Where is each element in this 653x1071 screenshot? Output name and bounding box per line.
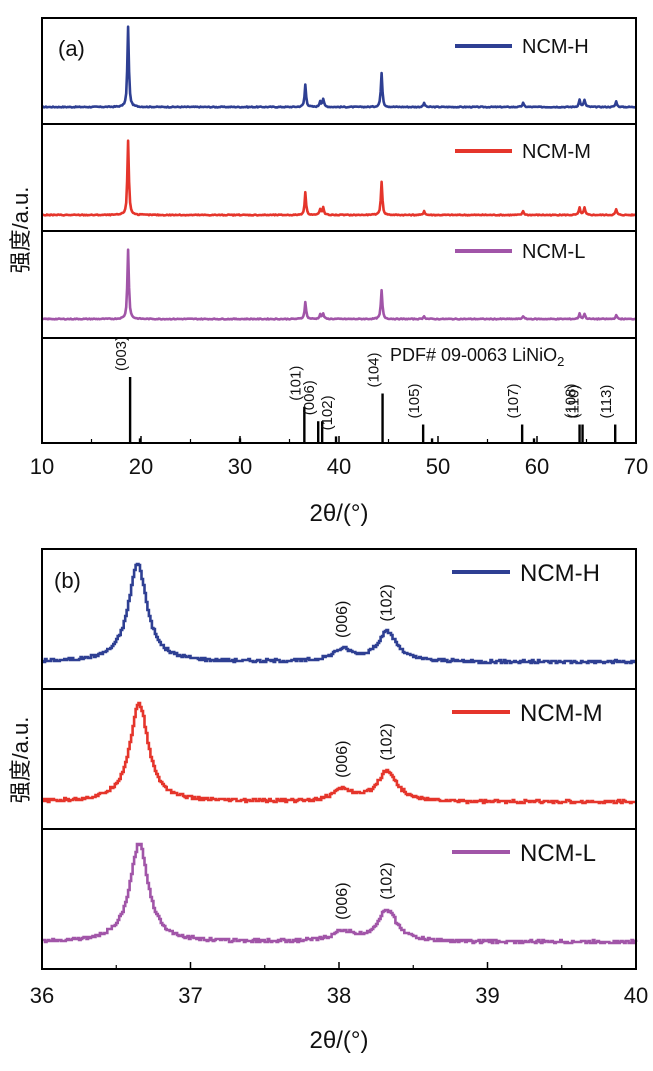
x-tick-label-b: 37 [178,983,202,1008]
series-line-a-ncm-l [41,248,637,321]
x-tick-label-b: 36 [30,983,54,1008]
x-tick-label-b: 39 [475,983,499,1008]
legend-label-b-ncm-m: NCM-M [520,700,603,727]
x-tick-label-a: 20 [129,454,153,479]
peak-hkl-label: (102) [379,723,396,760]
peak-hkl-label: (006) [334,882,351,919]
series-line-a-ncm-h [41,25,637,109]
reference-title-subscript: 2 [557,354,564,369]
peak-hkl-label: (102) [379,584,396,621]
x-tick-label-a: 10 [30,454,54,479]
reference-hkl-label: (104) [366,352,383,387]
reference-hkl-label: (110) [566,385,583,419]
reference-hkl-label: (101) [287,366,304,401]
reference-hkl-label: (006) [301,380,318,415]
y-axis-title-a: 强度/a.u. [8,187,33,274]
reference-title-main: PDF# 09-0063 LiNiO [390,345,557,365]
reference-title: PDF# 09-0063 LiNiO2 [390,345,564,369]
legend-label-a-ncm-m: NCM-M [522,141,591,163]
legend-label-b-ncm-h: NCM-H [520,560,600,587]
x-axis-title-a: 2θ/(°) [310,500,369,527]
series-line-b-ncm-h [42,562,636,665]
panel-a-label: (a) [58,36,85,61]
x-tick-label-b: 40 [624,983,648,1008]
peak-hkl-label: (102) [379,862,396,899]
legend-label-b-ncm-l: NCM-L [520,840,596,867]
x-tick-label-a: 50 [426,454,450,479]
reference-hkl-label: (113) [598,385,615,419]
peak-hkl-label: (006) [334,741,351,778]
reference-hkl-label: (108) [563,383,580,418]
x-axis-title-b: 2θ/(°) [310,1027,369,1054]
reference-hkl-label: (107) [505,383,522,418]
panel-a: NCM-H NCM-M NCM-L (003) (101)(006) (102) (104)… [8,17,648,527]
panel-b-label: (b) [54,568,81,593]
series-line-a-ncm-m [41,139,637,217]
y-axis-title-b: 强度/a.u. [8,717,33,804]
series-line-b-ncm-m [42,701,636,805]
x-tick-label-a: 40 [327,454,351,479]
x-tick-label-a: 60 [525,454,549,479]
peak-hkl-label: (006) [334,601,351,638]
x-tick-label-b: 38 [327,983,351,1008]
series-line-b-ncm-l [42,842,638,945]
reference-hkl-label: (102) [319,395,336,430]
legend-label-a-ncm-l: NCM-L [522,241,585,263]
reference-hkl-label: (003) [113,336,130,371]
x-tick-label-a: 30 [228,454,252,479]
panel-b: (006) (102) NCM-H (006) (102) NCM-M (006) (102)… [8,548,648,1054]
reference-hkl-label: (105) [406,383,423,418]
x-tick-label-a: 70 [624,454,648,479]
legend-label-a-ncm-h: NCM-H [522,36,589,58]
